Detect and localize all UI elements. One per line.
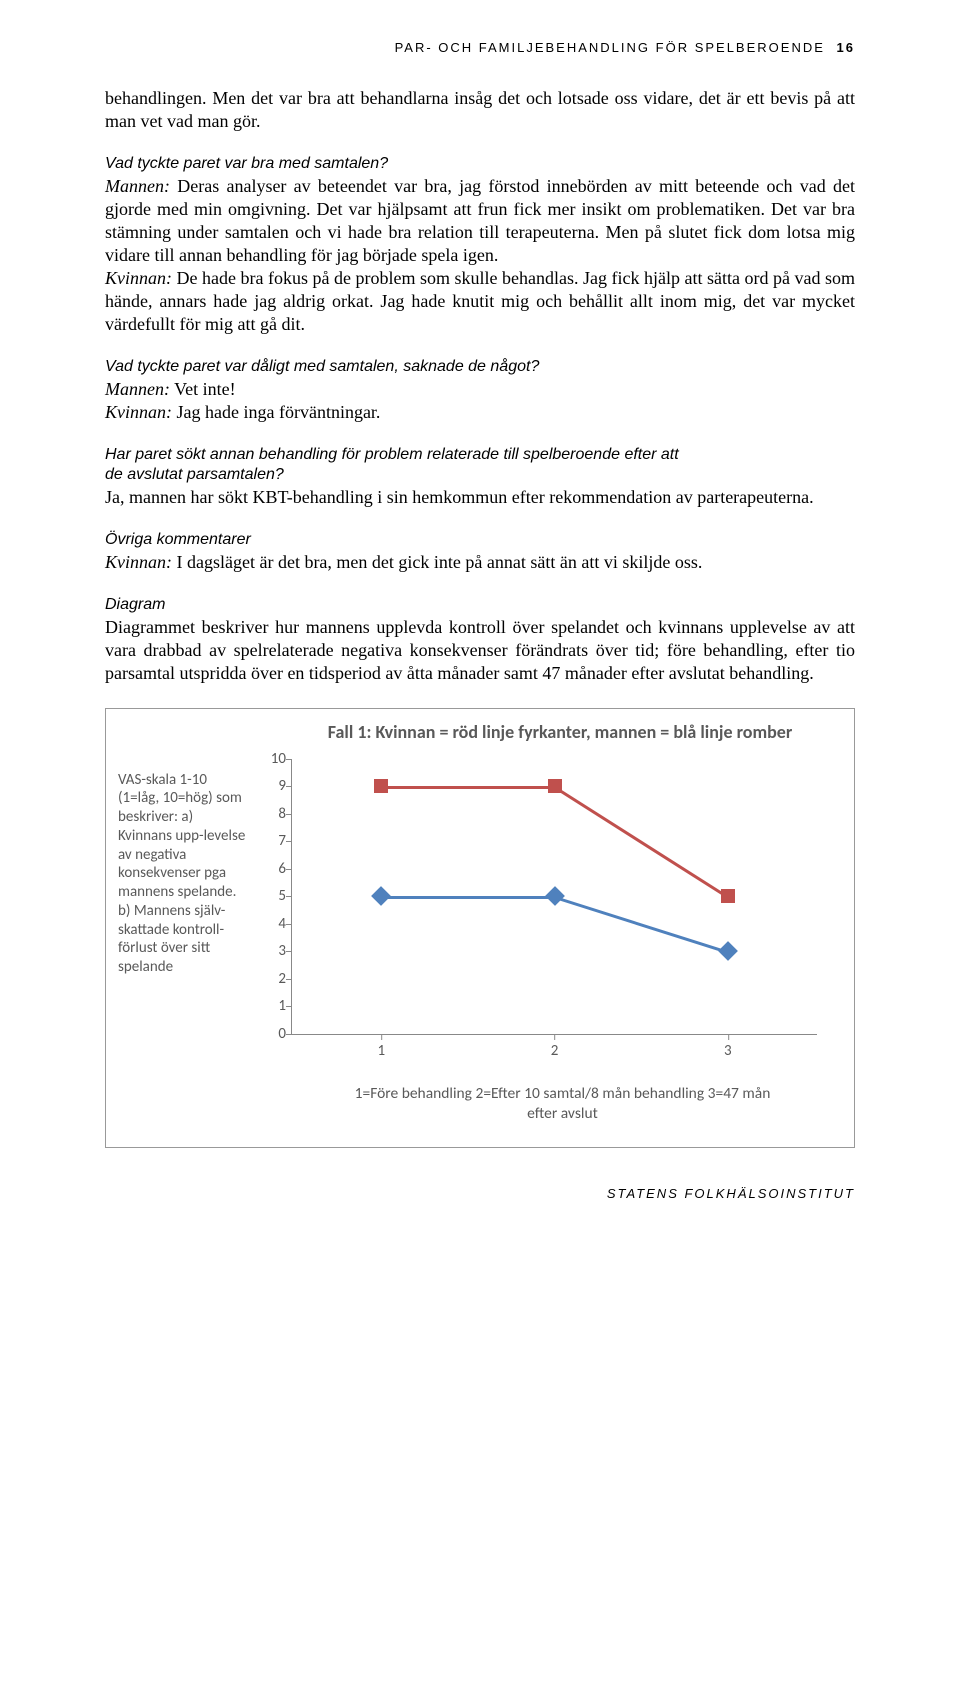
kvinnan-text: Jag hade inga förväntningar.	[172, 402, 380, 422]
xlegend-line2: efter avslut	[527, 1104, 598, 1123]
kvinnan-label: Kvinnan:	[105, 402, 172, 422]
chart-title: Fall 1: Kvinnan = röd linje fyrkanter, m…	[106, 721, 854, 743]
page-number: 16	[837, 40, 855, 55]
mannen-label: Mannen:	[105, 176, 170, 196]
x-legend: 1=Före behandling 2=Efter 10 samtal/8 må…	[291, 1084, 834, 1124]
q4-kvinnan: Kvinnan: I dagsläget är det bra, men det…	[105, 551, 855, 574]
y-tick: 6	[262, 860, 286, 878]
q1-question: Vad tyckte paret var bra med samtalen?	[105, 155, 855, 173]
diagram-block: Diagram Diagrammet beskriver hur mannens…	[105, 596, 855, 685]
chart-marker	[545, 886, 565, 906]
mannen-text: Vet inte!	[170, 379, 236, 399]
y-tick: 3	[262, 942, 286, 960]
chart-marker	[718, 941, 738, 961]
y-tick: 4	[262, 915, 286, 933]
header-text: PAR- OCH FAMILJEBEHANDLING FÖR SPELBEROE…	[395, 40, 825, 55]
kvinnan-text: De hade bra fokus på de problem som skul…	[105, 268, 855, 334]
q3-block: Har paret sökt annan behandling för prob…	[105, 446, 855, 509]
chart-marker	[371, 886, 391, 906]
footer: STATENS FOLKHÄLSOINSTITUT	[105, 1186, 855, 1201]
chart-line	[554, 786, 729, 899]
chart-line	[381, 896, 554, 899]
kvinnan-label: Kvinnan:	[105, 268, 172, 288]
q1-mannen: Mannen: Deras analyser av beteendet var …	[105, 175, 855, 267]
mannen-label: Mannen:	[105, 379, 170, 399]
kvinnan-text: I dagsläget är det bra, men det gick int…	[172, 552, 702, 572]
chart-marker	[374, 779, 388, 793]
q4-label: Övriga kommentarer	[105, 531, 855, 549]
q1-kvinnan: Kvinnan: De hade bra fokus på de problem…	[105, 267, 855, 336]
q2-question: Vad tyckte paret var dåligt med samtalen…	[105, 358, 855, 376]
yaxis-description: VAS-skala 1-10 (1=låg, 10=hög) som beskr…	[118, 771, 248, 977]
xlegend-line1: 1=Före behandling 2=Efter 10 samtal/8 må…	[355, 1084, 771, 1103]
y-tick: 5	[262, 887, 286, 905]
y-tick: 8	[262, 805, 286, 823]
y-tick: 0	[262, 1025, 286, 1043]
x-tick: 3	[724, 1042, 732, 1060]
kvinnan-label: Kvinnan:	[105, 552, 172, 572]
y-tick: 7	[262, 832, 286, 850]
q4-block: Övriga kommentarer Kvinnan: I dagsläget …	[105, 531, 855, 574]
plot-area: 012345678910123	[291, 759, 817, 1035]
q2-block: Vad tyckte paret var dåligt med samtalen…	[105, 358, 855, 424]
q3-question-line1: Har paret sökt annan behandling för prob…	[105, 446, 855, 464]
diagram-desc: Diagrammet beskriver hur mannens upplevd…	[105, 616, 855, 685]
y-tick: 9	[262, 777, 286, 795]
intro-paragraph: behandlingen. Men det var bra att behand…	[105, 87, 855, 133]
chart-line	[381, 786, 554, 789]
diagram-label: Diagram	[105, 596, 855, 614]
q2-mannen: Mannen: Vet inte!	[105, 378, 855, 401]
chart-line	[554, 896, 728, 954]
y-tick: 1	[262, 997, 286, 1015]
q2-kvinnan: Kvinnan: Jag hade inga förväntningar.	[105, 401, 855, 424]
y-tick: 10	[262, 750, 286, 768]
chart-container: Fall 1: Kvinnan = röd linje fyrkanter, m…	[105, 708, 855, 1148]
chart-marker	[721, 889, 735, 903]
q1-block: Vad tyckte paret var bra med samtalen? M…	[105, 155, 855, 336]
mannen-text: Deras analyser av beteendet var bra, jag…	[105, 176, 855, 265]
running-header: PAR- OCH FAMILJEBEHANDLING FÖR SPELBEROE…	[105, 40, 855, 55]
q3-answer: Ja, mannen har sökt KBT-behandling i sin…	[105, 486, 855, 509]
x-tick: 2	[551, 1042, 559, 1060]
q3-question-line2: de avslutat parsamtalen?	[105, 466, 855, 484]
x-tick: 1	[377, 1042, 385, 1060]
y-tick: 2	[262, 970, 286, 988]
chart-marker	[548, 779, 562, 793]
